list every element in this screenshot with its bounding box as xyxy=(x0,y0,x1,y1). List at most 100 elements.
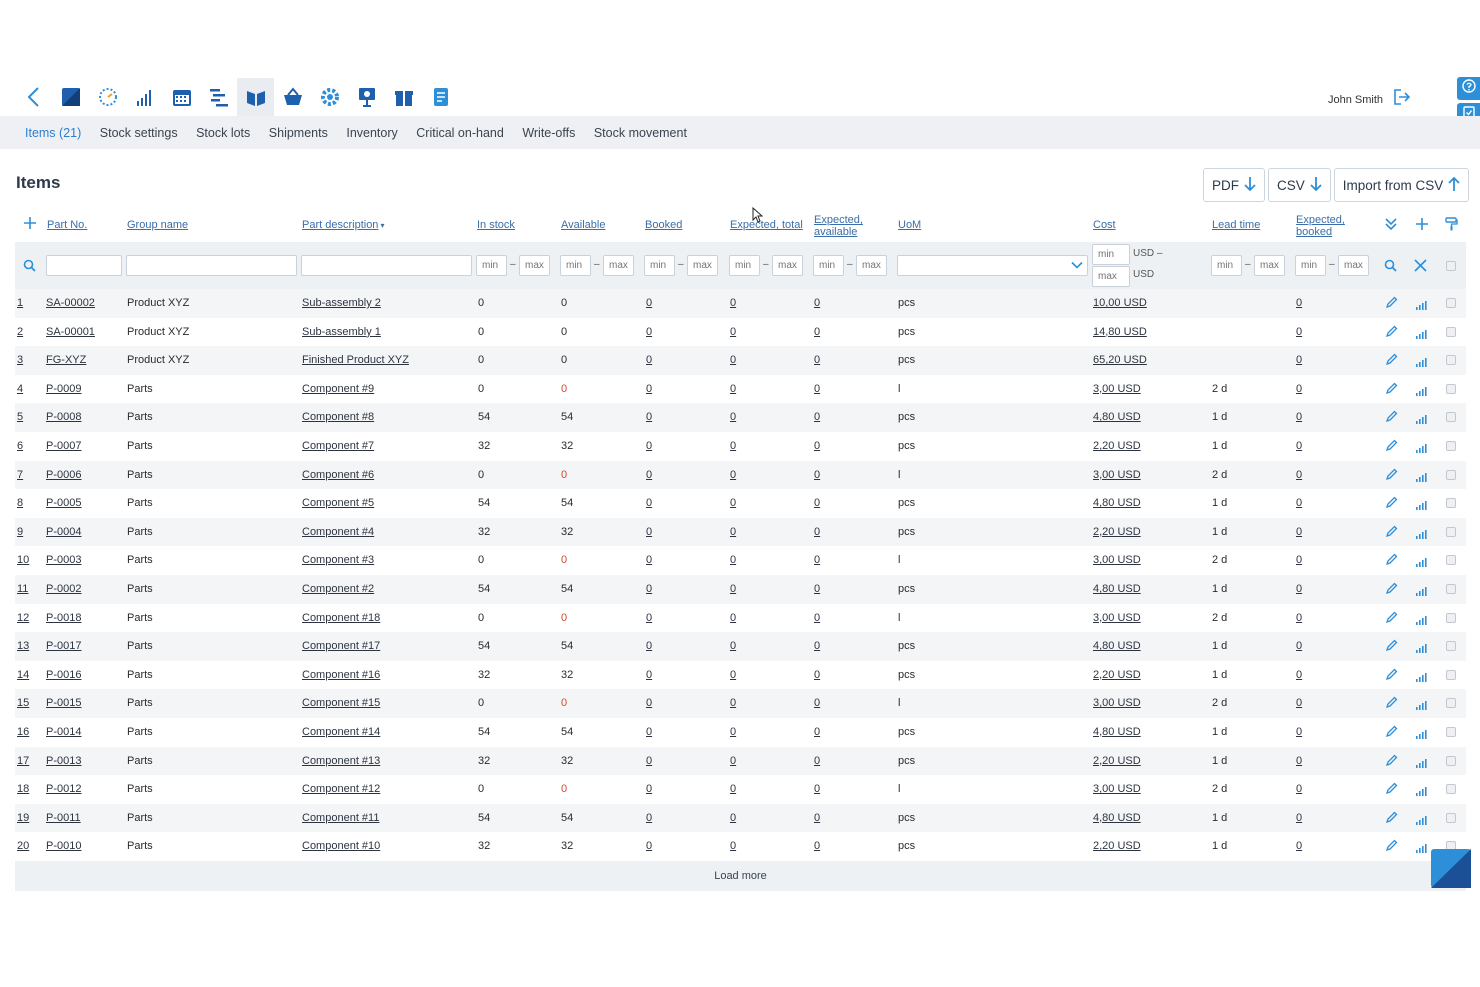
stats-bars-icon[interactable] xyxy=(1415,842,1427,856)
row-select-checkbox[interactable] xyxy=(1446,526,1456,537)
expected-total-link[interactable]: 0 xyxy=(730,640,737,653)
expected-available-link[interactable]: 0 xyxy=(814,297,821,309)
part-description-link[interactable]: Component #18 xyxy=(302,611,381,624)
part-no-link[interactable]: SA-00002 xyxy=(46,297,95,309)
table-row[interactable]: 19 P-0011 Parts Component #11 54 54 0 0 0 pcs 4,80… xyxy=(15,803,1466,833)
stats-bars-icon[interactable] xyxy=(1415,442,1427,456)
subnav-item[interactable]: Critical on-hand xyxy=(416,125,504,140)
cost-link[interactable]: 2,20 USD xyxy=(1093,525,1141,538)
subnav-item[interactable]: Stock movement xyxy=(593,125,687,140)
back-arrow-icon[interactable] xyxy=(22,85,46,109)
cost-link[interactable]: 3,00 USD xyxy=(1093,468,1141,481)
row-select-checkbox[interactable] xyxy=(1446,326,1456,337)
cost-link[interactable]: 14,80 USD xyxy=(1093,325,1147,338)
part-no-link[interactable]: P-0003 xyxy=(46,554,82,567)
filter-booked-max[interactable] xyxy=(687,255,718,276)
expected-booked-link[interactable]: 0 xyxy=(1296,640,1303,653)
part-no-link[interactable]: P-0015 xyxy=(46,697,82,710)
expected-booked-link[interactable]: 0 xyxy=(1296,840,1303,853)
add-row-plus-icon[interactable] xyxy=(23,216,37,235)
clear-filter-x-icon[interactable] xyxy=(1414,259,1427,277)
booked-link[interactable]: 0 xyxy=(646,468,653,481)
load-more-button[interactable]: Load more xyxy=(15,860,1466,891)
col-expected-total[interactable]: Expected, total xyxy=(730,219,803,231)
expected-total-link[interactable]: 0 xyxy=(730,725,737,738)
edit-pencil-icon[interactable] xyxy=(1385,496,1398,512)
row-number[interactable]: 3 xyxy=(17,354,24,367)
cost-link[interactable]: 3,00 USD xyxy=(1093,611,1141,624)
expected-booked-link[interactable]: 0 xyxy=(1296,811,1303,824)
expected-total-link[interactable]: 0 xyxy=(730,582,737,595)
expected-total-link[interactable]: 0 xyxy=(730,297,737,309)
brand-logo-icon[interactable] xyxy=(1431,849,1471,888)
row-select-checkbox[interactable] xyxy=(1446,669,1456,680)
cost-link[interactable]: 4,80 USD xyxy=(1093,411,1141,424)
col-lead-time[interactable]: Lead time xyxy=(1212,219,1261,231)
apply-filter-search-icon[interactable] xyxy=(1384,259,1397,277)
cost-link[interactable]: 2,20 USD xyxy=(1093,754,1141,767)
expected-total-link[interactable]: 0 xyxy=(730,611,737,624)
filter-in-stock-min[interactable] xyxy=(476,255,507,276)
expected-total-link[interactable]: 0 xyxy=(730,783,737,796)
stats-bars-icon[interactable] xyxy=(1415,413,1427,427)
part-no-link[interactable]: P-0010 xyxy=(46,840,82,853)
row-select-checkbox[interactable] xyxy=(1446,440,1456,451)
expected-available-link[interactable]: 0 xyxy=(814,497,821,510)
filter-lead-min[interactable] xyxy=(1211,255,1242,276)
expected-booked-link[interactable]: 0 xyxy=(1296,783,1303,796)
edit-pencil-icon[interactable] xyxy=(1385,696,1398,712)
part-description-link[interactable]: Component #16 xyxy=(302,668,381,681)
row-number[interactable]: 2 xyxy=(17,325,24,338)
table-row[interactable]: 15 P-0015 Parts Component #15 0 0 0 0 0 l 3,00 USD… xyxy=(15,689,1466,718)
filter-in-stock-max[interactable] xyxy=(519,255,550,276)
cost-link[interactable]: 3,00 USD xyxy=(1093,554,1141,567)
booked-link[interactable]: 0 xyxy=(646,525,653,538)
part-no-link[interactable]: P-0009 xyxy=(46,382,82,395)
filter-group-input[interactable] xyxy=(126,255,297,276)
expected-total-link[interactable]: 0 xyxy=(730,668,737,681)
select-all-checkbox[interactable] xyxy=(1446,261,1456,271)
part-description-link[interactable]: Component #6 xyxy=(302,468,375,481)
col-uom[interactable]: UoM xyxy=(898,219,922,231)
expected-booked-link[interactable]: 0 xyxy=(1296,668,1303,681)
part-description-link[interactable]: Component #8 xyxy=(302,411,375,424)
edit-pencil-icon[interactable] xyxy=(1385,839,1398,855)
dashboard-gauge-icon[interactable] xyxy=(89,78,126,116)
table-row[interactable]: 2 SA-00001 Product XYZ Sub-assembly 1 0 0 0 0 0 p… xyxy=(15,318,1466,347)
row-number[interactable]: 6 xyxy=(17,439,24,452)
expected-total-link[interactable]: 0 xyxy=(730,811,737,824)
row-select-checkbox[interactable] xyxy=(1446,698,1456,709)
expected-available-link[interactable]: 0 xyxy=(814,411,821,424)
row-number[interactable]: 14 xyxy=(17,668,30,681)
settings-gear-icon[interactable] xyxy=(311,78,348,116)
stats-bars-icon[interactable] xyxy=(1415,814,1427,828)
row-number[interactable]: 17 xyxy=(17,754,30,767)
stats-bars-icon[interactable] xyxy=(1415,671,1427,685)
table-row[interactable]: 17 P-0013 Parts Component #13 32 32 0 0 0 pcs 2,20… xyxy=(15,746,1466,776)
row-select-checkbox[interactable] xyxy=(1446,583,1456,594)
booked-link[interactable]: 0 xyxy=(646,725,653,738)
filter-exp-total-min[interactable] xyxy=(729,255,760,276)
part-description-link[interactable]: Component #15 xyxy=(302,697,381,710)
edit-pencil-icon[interactable] xyxy=(1385,639,1398,655)
edit-pencil-icon[interactable] xyxy=(1385,811,1398,827)
part-description-link[interactable]: Component #11 xyxy=(302,811,380,824)
row-number[interactable]: 8 xyxy=(17,497,24,510)
booked-link[interactable]: 0 xyxy=(646,611,653,624)
table-row[interactable]: 12 P-0018 Parts Component #18 0 0 0 0 0 l 3,00 USD… xyxy=(15,604,1466,633)
filter-exp-avail-min[interactable] xyxy=(813,255,844,276)
booked-link[interactable]: 0 xyxy=(646,411,653,424)
booked-link[interactable]: 0 xyxy=(646,325,653,338)
filter-available-max[interactable] xyxy=(603,255,634,276)
booked-link[interactable]: 0 xyxy=(646,668,653,681)
expected-booked-link[interactable]: 0 xyxy=(1296,697,1303,710)
expected-total-link[interactable]: 0 xyxy=(730,382,737,395)
cost-link[interactable]: 2,20 USD xyxy=(1093,840,1141,853)
expected-available-link[interactable]: 0 xyxy=(814,582,821,595)
stats-bars-icon[interactable] xyxy=(1415,642,1427,656)
expected-booked-link[interactable]: 0 xyxy=(1296,611,1303,624)
filter-exp-total-max[interactable] xyxy=(772,255,803,276)
row-number[interactable]: 12 xyxy=(17,611,30,624)
table-row[interactable]: 11 P-0002 Parts Component #2 54 54 0 0 0 pcs 4,80 … xyxy=(15,574,1466,604)
expected-total-link[interactable]: 0 xyxy=(730,411,737,424)
